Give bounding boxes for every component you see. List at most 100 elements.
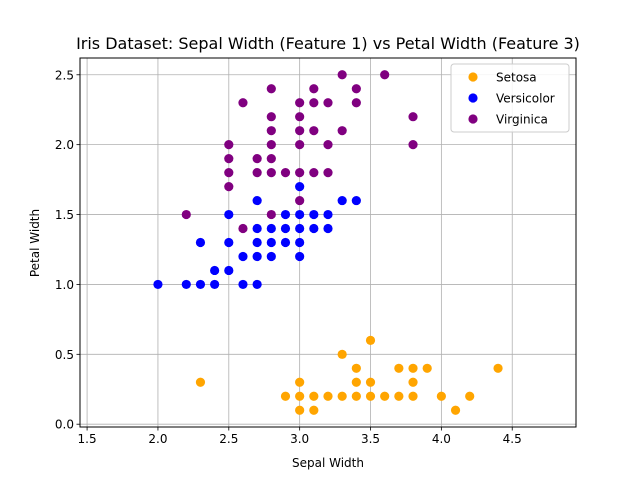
point-virginica <box>323 140 333 150</box>
point-virginica <box>309 84 319 94</box>
point-setosa <box>351 377 361 387</box>
point-versicolor <box>323 209 333 220</box>
point-setosa <box>450 405 461 415</box>
legend-marker-setosa <box>468 72 478 82</box>
point-virginica <box>238 98 248 108</box>
point-setosa <box>365 391 376 401</box>
point-versicolor <box>210 265 220 276</box>
y-tick-label: 1.5 <box>55 208 74 222</box>
y-tick-label: 2.0 <box>55 138 74 152</box>
point-setosa <box>408 363 418 373</box>
point-virginica <box>323 98 333 108</box>
point-virginica <box>295 112 305 122</box>
point-setosa <box>436 391 446 401</box>
point-versicolor <box>266 251 276 262</box>
point-virginica <box>224 181 234 192</box>
point-virginica <box>380 70 390 80</box>
point-versicolor <box>280 209 291 220</box>
point-setosa <box>408 391 418 401</box>
point-versicolor <box>295 237 305 248</box>
point-versicolor <box>280 237 291 248</box>
point-setosa <box>422 363 432 373</box>
data-points <box>153 70 503 415</box>
legend: Setosa Versicolor Virginica <box>450 63 570 133</box>
point-setosa <box>337 391 347 401</box>
point-setosa <box>408 377 418 387</box>
point-setosa <box>295 405 305 415</box>
point-setosa <box>394 363 404 373</box>
point-virginica <box>252 168 262 178</box>
point-virginica <box>295 98 305 108</box>
point-virginica <box>224 140 234 150</box>
point-versicolor <box>295 181 305 192</box>
point-setosa <box>394 391 404 401</box>
point-versicolor <box>224 265 234 276</box>
point-versicolor <box>280 223 291 234</box>
point-virginica <box>266 154 276 164</box>
point-versicolor <box>295 223 305 234</box>
x-tick-label: 3.0 <box>290 432 309 446</box>
point-setosa <box>295 377 305 387</box>
point-setosa <box>337 349 347 359</box>
point-versicolor <box>295 209 305 220</box>
x-tick-label: 1.5 <box>78 432 97 446</box>
point-setosa <box>309 405 319 415</box>
point-virginica <box>351 84 361 94</box>
point-setosa <box>465 391 475 401</box>
point-versicolor <box>210 279 220 290</box>
point-virginica <box>252 154 262 164</box>
point-virginica <box>295 140 305 150</box>
point-virginica <box>323 168 333 178</box>
x-tick-label: 2.5 <box>219 432 238 446</box>
point-versicolor <box>295 251 305 262</box>
axis-ticks: 1.5 2.0 2.5 3.0 3.5 4.0 4.5 0.0 0.5 1.0 1.5 2.0 2.5 <box>55 68 522 446</box>
point-virginica <box>295 168 305 178</box>
y-tick-label: 0.0 <box>55 418 74 432</box>
point-setosa <box>309 391 319 401</box>
point-versicolor <box>323 223 333 234</box>
point-versicolor <box>153 279 163 290</box>
y-tick-label: 1.0 <box>55 278 74 292</box>
point-setosa <box>365 377 376 387</box>
point-virginica <box>224 168 234 178</box>
x-tick-label: 4.0 <box>432 432 451 446</box>
legend-label-virginica: Virginica <box>496 113 548 127</box>
legend-marker-versicolor <box>468 93 478 103</box>
point-versicolor <box>238 279 248 290</box>
point-virginica <box>337 126 347 136</box>
legend-box <box>450 63 570 133</box>
point-setosa <box>493 363 503 373</box>
y-tick-label: 2.5 <box>55 68 74 82</box>
point-versicolor <box>309 223 319 234</box>
point-versicolor <box>252 237 262 248</box>
point-virginica <box>266 168 276 178</box>
legend-entries: Setosa Versicolor Virginica <box>468 71 555 127</box>
point-virginica <box>224 154 234 164</box>
x-axis-label: Sepal Width <box>292 456 364 470</box>
point-versicolor <box>266 237 276 248</box>
point-virginica <box>309 168 319 178</box>
chart-title: Iris Dataset: Sepal Width (Feature 1) vs… <box>76 34 580 53</box>
point-virginica <box>266 126 276 136</box>
point-virginica <box>337 70 347 80</box>
point-versicolor <box>252 195 262 206</box>
point-versicolor <box>351 195 361 206</box>
plot-area-frame <box>79 57 577 428</box>
point-setosa <box>351 363 361 373</box>
point-versicolor <box>337 195 347 206</box>
legend-label-versicolor: Versicolor <box>496 92 555 106</box>
point-virginica <box>266 84 276 94</box>
point-virginica <box>408 112 418 122</box>
point-setosa <box>295 391 305 401</box>
point-virginica <box>280 168 291 178</box>
point-versicolor <box>195 279 206 290</box>
point-versicolor <box>224 237 234 248</box>
point-setosa <box>280 391 291 401</box>
point-versicolor <box>252 279 262 290</box>
point-virginica <box>295 126 305 136</box>
point-virginica <box>408 140 418 150</box>
point-versicolor <box>195 237 206 248</box>
x-tick-label: 3.5 <box>361 432 380 446</box>
point-setosa <box>365 335 376 345</box>
